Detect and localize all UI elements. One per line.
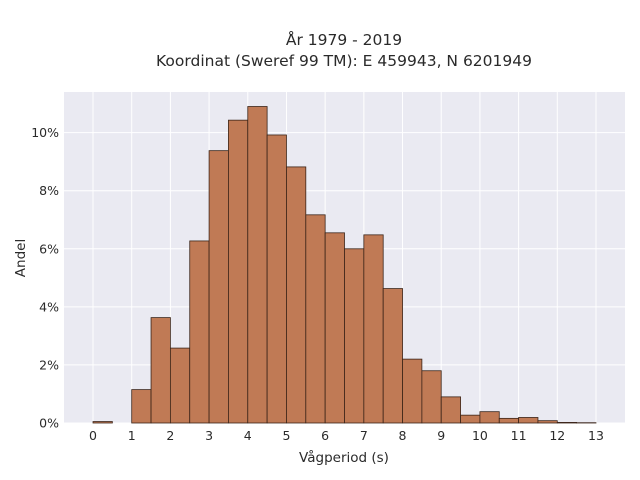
histogram-bar [440,396,461,424]
histogram-bar [247,106,268,424]
x-tick-label: 12 [549,428,565,443]
histogram-bar [479,411,500,424]
x-tick-label: 4 [244,428,252,443]
histogram-bar [344,248,365,424]
histogram-bar [169,347,191,424]
x-tick-label: 13 [588,428,604,443]
y-axis-label: Andel [13,239,29,277]
bars [92,106,597,424]
x-tick-label: 9 [437,428,445,443]
histogram-bar [131,389,152,424]
y-axis-ticks: 0% 2% 4% 6% 8% 10% [31,125,59,430]
x-axis-ticks: 0 1 2 3 4 5 6 7 8 9 10 11 12 13 [89,428,604,443]
histogram-bar [228,119,249,424]
y-tick-label: 6% [39,241,59,256]
y-tick-label: 8% [39,183,59,198]
histogram-bar [556,422,578,424]
x-tick-label: 1 [128,428,136,443]
histogram-bar [324,232,345,424]
y-tick-label: 10% [31,125,59,140]
chart-title-line-2: Koordinat (Sweref 99 TM): E 459943, N 62… [156,52,532,70]
histogram-bar [402,358,423,424]
y-tick-label: 2% [39,357,59,372]
histogram-bar [150,317,171,424]
histogram-bar [363,234,384,424]
histogram-bar [92,421,113,424]
histogram-bar [382,288,403,424]
x-tick-label: 6 [321,428,329,443]
histogram-bar [305,214,326,424]
x-tick-label: 10 [472,428,488,443]
histogram-bar [266,134,287,424]
chart-title-line-1: År 1979 - 2019 [286,30,402,49]
x-tick-label: 2 [166,428,174,443]
y-tick-label: 0% [39,416,59,431]
histogram-bar [498,417,520,424]
x-tick-label: 0 [89,428,97,443]
x-tick-label: 5 [282,428,290,443]
histogram-bar [460,414,481,424]
histogram-bar [189,240,210,424]
histogram-bar [286,166,307,424]
histogram-bar [537,420,558,424]
chart-title: År 1979 - 2019 Koordinat (Sweref 99 TM):… [156,30,532,70]
x-tick-label: 3 [205,428,213,443]
y-tick-label: 4% [39,299,59,314]
x-tick-label: 8 [399,428,407,443]
x-tick-label: 7 [360,428,368,443]
x-tick-label: 11 [511,428,527,443]
histogram-bar [421,370,442,424]
x-axis-label: Vågperiod (s) [299,449,389,466]
histogram-bar [208,150,229,424]
histogram-bar [518,417,539,424]
